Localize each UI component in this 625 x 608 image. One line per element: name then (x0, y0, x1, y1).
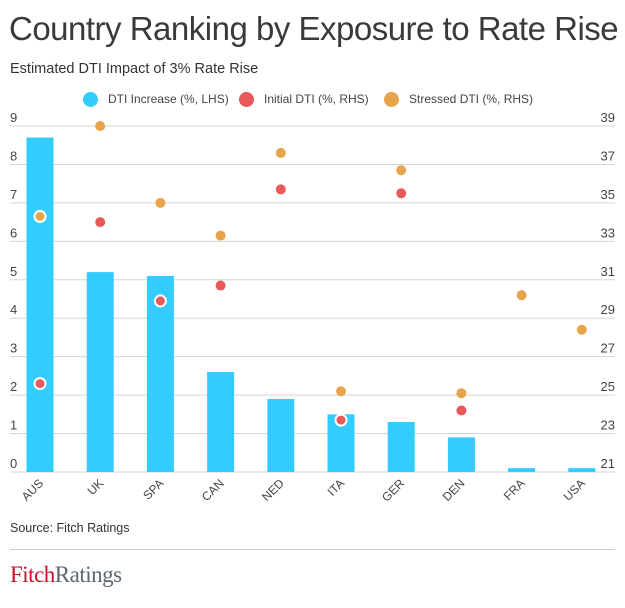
legend-swatch-dti-increase (83, 91, 98, 107)
stressed-dti-point-ger (396, 165, 407, 176)
right-axis-ticks: 21 23 25 27 29 31 33 35 37 39 (601, 110, 615, 471)
legend: DTI Increase (%, LHS) Initial DTI (%, RH… (0, 90, 625, 110)
x-tick-label: SPA (140, 476, 166, 502)
left-tick-label: 1 (10, 418, 17, 433)
legend-label: Initial DTI (%, RHS) (264, 92, 369, 106)
bar-spa (146, 275, 174, 472)
initial-dti-point-ita (334, 413, 348, 427)
right-tick-label: 37 (601, 148, 615, 163)
legend-swatch-stressed-dti (384, 91, 399, 107)
x-tick-label: CAN (199, 476, 227, 504)
logo-ratings-text: Ratings (54, 562, 122, 587)
gridlines (10, 125, 615, 473)
x-tick-label: ITA (325, 476, 347, 498)
right-tick-label: 31 (601, 264, 615, 279)
left-tick-label: 0 (10, 456, 17, 471)
logo-fitch-text: Fitch (10, 562, 55, 587)
point-series (33, 121, 587, 427)
left-tick-label: 6 (10, 225, 17, 240)
initial-dti-point-spa (153, 294, 167, 308)
right-tick-label: 35 (601, 187, 615, 202)
right-tick-label: 39 (601, 110, 615, 125)
bar-fra (508, 468, 536, 472)
x-tick-label: DEN (440, 476, 468, 504)
legend-label: DTI Increase (%, LHS) (108, 92, 229, 106)
legend-label: Stressed DTI (%, RHS) (409, 92, 534, 106)
left-tick-label: 9 (10, 110, 17, 125)
left-tick-label: 4 (10, 302, 17, 317)
left-tick-label: 3 (10, 341, 17, 356)
bar-den (447, 437, 475, 472)
stressed-dti-point-can (215, 230, 226, 241)
chart-subtitle: Estimated DTI Impact of 3% Rate Rise (10, 61, 259, 77)
initial-dti-point-uk (95, 217, 106, 228)
bar-ger (387, 422, 415, 472)
right-tick-label: 29 (601, 302, 615, 317)
stressed-dti-point-den (456, 388, 467, 399)
initial-dti-point-den (456, 405, 467, 416)
bar-uk (86, 272, 114, 472)
chart-title: Country Ranking by Exposure to Rate Rise (9, 10, 619, 47)
bar-ned (267, 398, 295, 472)
right-tick-label: 27 (601, 341, 615, 356)
legend-swatch-initial-dti (239, 91, 254, 107)
left-tick-label: 7 (10, 187, 17, 202)
x-tick-label: FRA (501, 476, 528, 503)
left-tick-label: 8 (10, 148, 17, 163)
legend-item-initial-dti[interactable]: Initial DTI (%, RHS) (239, 90, 369, 108)
x-tick-label: USA (561, 476, 588, 503)
right-tick-label: 21 (601, 456, 615, 471)
x-tick-label: UK (85, 476, 107, 498)
x-axis-labels: AUS UK SPA CAN NED ITA GER DEN FRA USA (19, 476, 588, 505)
bar-series (26, 137, 596, 473)
stressed-dti-point-fra (516, 290, 527, 301)
initial-dti-point-ned (275, 184, 286, 195)
bar-aus (26, 137, 54, 473)
x-tick-label: NED (259, 476, 287, 504)
initial-dti-point-ger (396, 188, 407, 199)
stressed-dti-point-ned (275, 147, 286, 158)
stressed-dti-point-ita (336, 386, 346, 397)
legend-item-dti-increase[interactable]: DTI Increase (%, LHS) (83, 90, 229, 108)
initial-dti-point-can (215, 280, 226, 291)
legend-item-stressed-dti[interactable]: Stressed DTI (%, RHS) (384, 90, 533, 108)
bar-can (207, 372, 235, 472)
stressed-dti-point-usa (576, 324, 587, 335)
fitch-ratings-logo: FitchRatings (10, 562, 122, 588)
right-tick-label: 25 (601, 379, 615, 394)
stressed-dti-point-spa (155, 197, 166, 208)
left-tick-label: 2 (10, 379, 17, 394)
right-tick-label: 23 (601, 418, 615, 433)
initial-dti-point-aus (33, 377, 47, 391)
x-tick-label: AUS (19, 476, 46, 503)
stressed-dti-point-uk (95, 121, 106, 131)
left-axis-ticks: 0 1 2 3 4 5 6 7 8 9 (10, 110, 17, 471)
source-note: Source: Fitch Ratings (10, 521, 130, 535)
stressed-dti-point-aus (33, 209, 47, 223)
left-tick-label: 5 (10, 264, 17, 279)
bar-usa (568, 468, 596, 472)
footer-divider (10, 549, 615, 550)
right-tick-label: 33 (601, 225, 615, 240)
x-tick-label: GER (379, 476, 408, 505)
